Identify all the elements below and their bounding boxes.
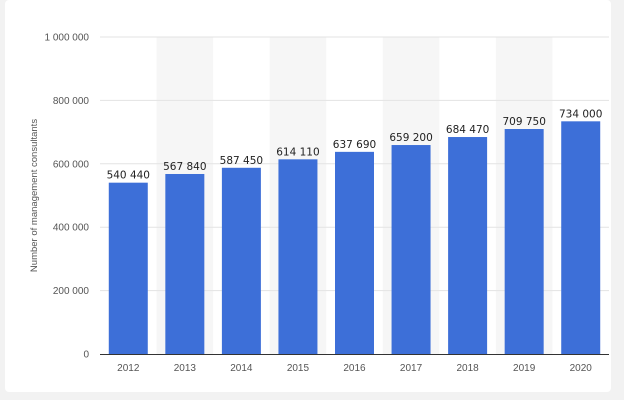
y-tick-label: 800 000 [53, 96, 90, 107]
x-axis-ticks: 2012 2013 2014 2015 2016 2017 2018 2019 2020 [117, 363, 592, 374]
data-labels: 540 440 567 840 587 450 614 110 637 690 659 2… [107, 108, 603, 181]
bar [448, 137, 488, 354]
x-tick-label: 2013 [174, 363, 197, 374]
x-tick-label: 2015 [287, 363, 310, 374]
data-label: 567 840 [163, 161, 206, 173]
y-tick-label: 200 000 [53, 286, 90, 297]
y-tick-label: 600 000 [53, 159, 90, 170]
data-label: 684 470 [446, 124, 489, 136]
y-tick-label: 1 000 000 [45, 33, 90, 44]
bar [165, 173, 205, 354]
bar [278, 159, 318, 354]
x-tick-label: 2016 [343, 363, 366, 374]
data-label: 709 750 [502, 116, 545, 128]
data-label: 637 690 [333, 139, 376, 151]
x-tick-label: 2014 [230, 363, 253, 374]
y-tick-label: 400 000 [53, 223, 90, 234]
x-tick-label: 2012 [117, 363, 140, 374]
bar [108, 182, 148, 354]
data-label: 587 450 [220, 155, 263, 167]
data-label: 659 200 [389, 132, 432, 144]
bar [221, 167, 261, 354]
bar [504, 129, 544, 354]
data-label: 540 440 [107, 170, 150, 182]
y-axis-ticks: 0 200 000 400 000 600 000 800 000 1 000 000 [45, 33, 90, 361]
bars [108, 121, 601, 355]
x-tick-label: 2020 [570, 363, 593, 374]
x-tick-label: 2018 [456, 363, 479, 374]
y-axis-label: Number of management consultants [29, 119, 40, 272]
bar [561, 121, 601, 355]
x-tick-label: 2017 [400, 363, 423, 374]
x-tick-label: 2019 [513, 363, 536, 374]
data-label: 614 110 [276, 146, 319, 158]
data-label: 734 000 [559, 108, 602, 120]
bar [335, 151, 374, 354]
y-tick-label: 0 [83, 350, 89, 361]
bar [391, 145, 431, 354]
